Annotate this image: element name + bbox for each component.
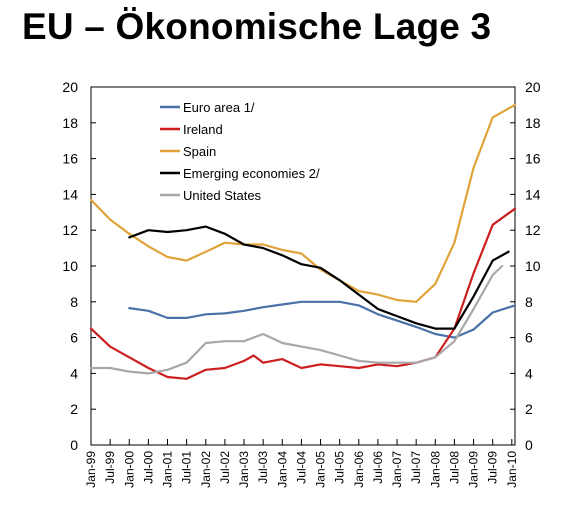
legend-label: Emerging economies 2/ [183,166,320,181]
x-tick-label: Jan-01 [161,451,175,488]
y-tick-label-right: 4 [525,365,533,381]
legend-label: Ireland [183,122,223,137]
y-tick-label-left: 0 [70,437,78,453]
legend-label: Spain [183,144,216,159]
x-tick-label: Jul-03 [256,451,270,484]
left-y-axis: 0 2 4 6 8 10 12 14 16 18 20 [62,79,96,453]
y-tick-label-left: 16 [62,151,78,167]
x-axis: Jan-99 Jul-99 Jan-00 Jul-00 Jan-01 Jul-01 Jan-… [84,439,519,488]
y-tick-label-left: 10 [62,258,78,274]
x-tick-label: Jul-99 [103,451,117,484]
y-tick-label-left: 2 [70,401,78,417]
x-tick-label: Jul-05 [333,451,347,484]
y-tick-label-right: 0 [525,437,533,453]
y-tick-label-right: 10 [525,258,541,274]
slide-title: EU – Ökonomische Lage 3 [22,6,492,47]
y-tick-label-right: 14 [525,186,541,202]
y-tick-label-right: 16 [525,151,541,167]
y-tick-label-left: 20 [62,79,78,95]
series-line-united-states [89,264,504,375]
x-tick-label: Jul-00 [141,451,155,484]
x-tick-label: Jan-10 [505,451,519,488]
x-tick-label: Jul-06 [371,451,385,484]
x-tick-label: Jan-06 [352,451,366,488]
y-tick-label-right: 18 [525,115,541,131]
y-tick-label-left: 12 [62,222,78,238]
legend: Euro area 1/Ireland Spain Emerging economi… [160,100,320,203]
y-tick-label-right: 8 [525,294,533,310]
x-tick-label: Jan-07 [390,451,404,488]
plot-frame [90,86,516,446]
y-tick-label-left: 6 [70,330,78,346]
right-y-axis: 0 2 4 6 8 10 12 14 16 18 20 [510,79,541,453]
x-tick-label: Jan-04 [275,451,289,488]
x-tick-label: Jan-02 [199,451,213,488]
x-tick-label: Jul-07 [409,451,423,484]
x-tick-label: Jan-05 [314,451,328,488]
y-tick-label-right: 6 [525,330,533,346]
y-tick-label-right: 12 [525,222,541,238]
x-tick-label: Jan-03 [237,451,251,488]
legend-label: Euro area 1/ [183,100,255,115]
x-tick-label: Jul-08 [447,451,461,484]
series-line-ireland [89,207,517,380]
series-line-spain [89,103,517,303]
series-line-emerging-economies-2 [128,225,510,330]
y-tick-label-right: 2 [525,401,533,417]
y-tick-label-left: 8 [70,294,78,310]
x-tick-label: Jan-09 [467,451,481,488]
x-tick-label: Jan-00 [122,451,136,488]
x-tick-label: Jul-01 [180,451,194,484]
y-tick-label-left: 14 [62,186,78,202]
x-tick-label: Jul-02 [218,451,232,484]
x-tick-label: Jul-04 [294,451,308,484]
legend-label: United States [183,188,262,203]
series-lines [89,103,517,380]
x-tick-label: Jan-99 [84,451,98,488]
x-tick-label: Jan-08 [428,451,442,488]
y-tick-label-left: 18 [62,115,78,131]
y-tick-label-right: 20 [525,79,541,95]
x-tick-label: Jul-09 [486,451,500,484]
y-tick-label-left: 4 [70,365,78,381]
